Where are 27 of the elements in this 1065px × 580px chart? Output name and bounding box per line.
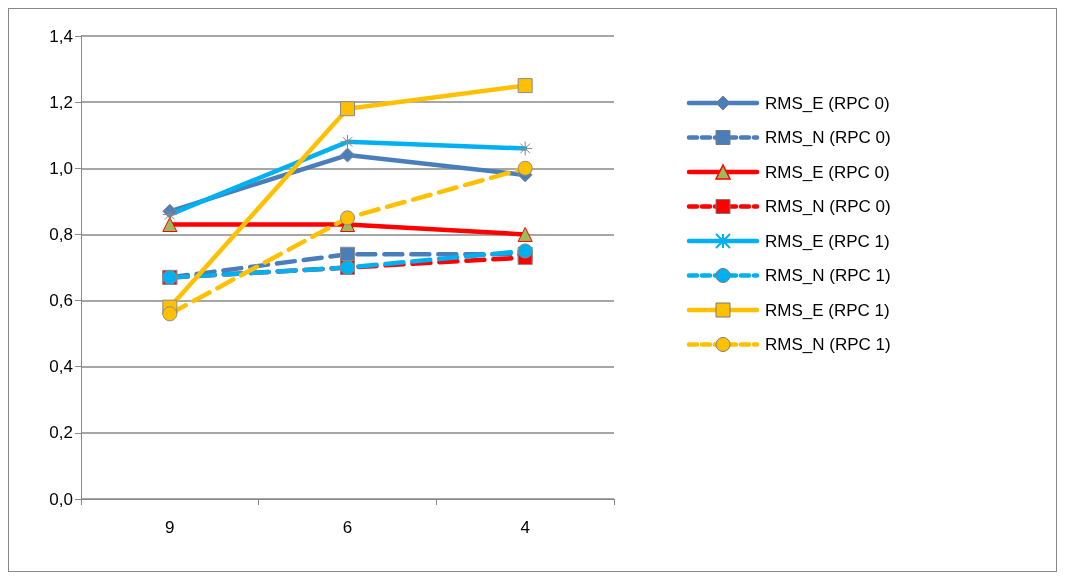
point [517,78,533,94]
legend-label: RMS_N (RPC 0) [765,128,891,147]
point [340,147,355,163]
legend-label: RMS_N (RPC 1) [765,335,891,354]
y-tick-label: 0,2 [49,423,73,443]
y-tick-label: 1,0 [49,158,73,178]
point [517,226,533,242]
y-tick-label: 1,2 [49,92,73,112]
point [340,101,355,117]
legend-label: RMS_N (RPC 0) [765,197,891,216]
legend-label: RMS_N (RPC 1) [765,266,891,285]
legend-label: RMS_E (RPC 1) [765,231,890,251]
y-tick-label: 1,4 [49,26,73,46]
x-tick-label: 9 [165,518,175,537]
y-tick-label: 0,0 [49,489,73,509]
y-tick-label: 0,6 [49,291,73,311]
x-tick-label: 6 [342,518,353,537]
legend-label: RMS_E (RPC 1) [765,300,890,320]
y-tick-label: 0,4 [49,357,73,377]
legend-label: RMS_E (RPC 0) [765,162,890,182]
point [162,217,178,233]
y-tick-label: 0,8 [49,224,73,244]
legend-label: RMS_E (RPC 0) [765,93,890,113]
point [340,210,355,226]
point [517,160,533,176]
point [162,306,178,322]
x-tick-label: 4 [520,518,530,537]
